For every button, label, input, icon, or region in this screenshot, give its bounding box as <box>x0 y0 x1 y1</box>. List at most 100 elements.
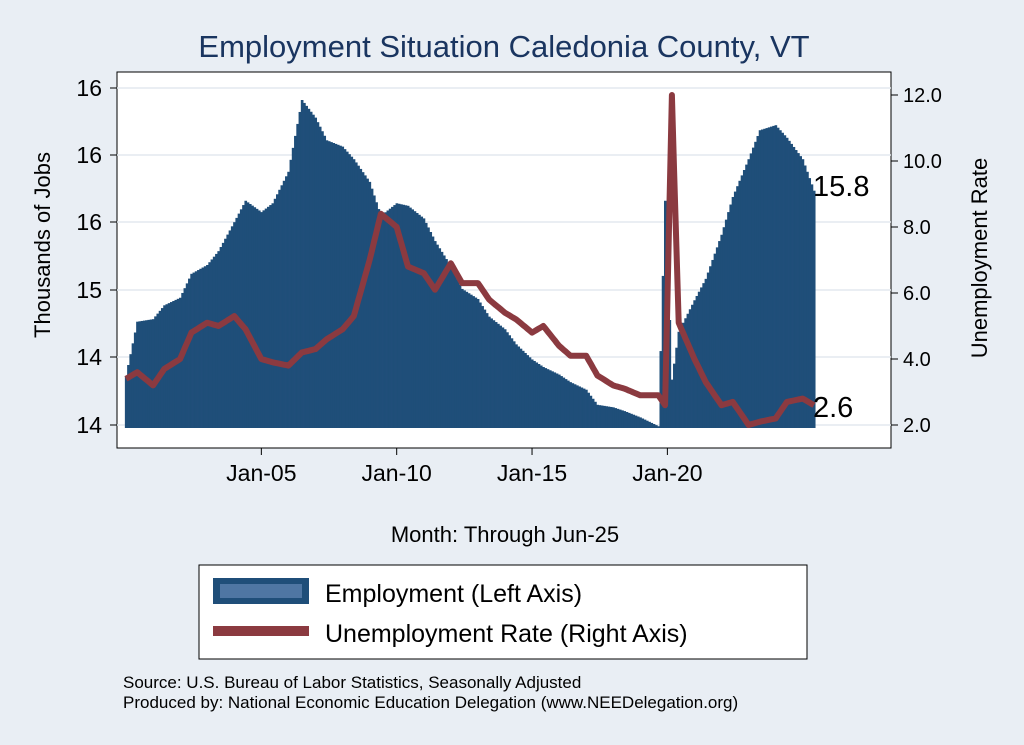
employment-bar <box>203 266 207 428</box>
employment-bar <box>524 352 527 428</box>
employment-bar <box>210 259 214 428</box>
legend-swatch-unemployment <box>213 626 309 636</box>
employment-bar <box>573 384 577 428</box>
employment-bar <box>607 406 611 428</box>
employment-bar <box>273 198 277 428</box>
employment-bar <box>797 153 800 429</box>
employment-bar <box>774 125 778 428</box>
right-tick-label: 4.0 <box>903 349 931 371</box>
employment-bar <box>393 205 396 428</box>
employment-bar <box>758 130 762 428</box>
employment-bar <box>627 412 631 428</box>
employment-bar <box>438 248 442 428</box>
employment-bar <box>562 377 566 428</box>
employment-bar <box>449 266 453 428</box>
employment-bar <box>756 136 760 429</box>
employment-bar <box>603 405 606 428</box>
employment-bar <box>724 219 728 428</box>
employment-bar <box>409 207 412 428</box>
x-tick-label: Jan-20 <box>632 460 702 486</box>
employment-bar <box>810 184 814 428</box>
employment-bar <box>368 181 372 428</box>
employment-bar <box>812 190 816 428</box>
employment-bar <box>799 156 802 428</box>
employment-bar <box>402 204 405 428</box>
employment-bar <box>537 364 541 428</box>
employment-bar <box>760 129 764 428</box>
x-tick-label: Jan-05 <box>226 460 296 486</box>
employment-bar <box>702 283 705 428</box>
employment-bar <box>264 208 268 428</box>
employment-bar <box>260 212 263 428</box>
employment-bar <box>803 165 807 428</box>
employment-bar <box>451 270 455 428</box>
employment-bar <box>156 313 160 428</box>
left-tick-label: 15 <box>76 277 102 303</box>
employment-bar <box>289 159 293 428</box>
chart-title: Employment Situation Caledonia County, V… <box>198 29 809 64</box>
employment-bar <box>188 278 191 428</box>
employment-bar <box>555 373 559 428</box>
employment-bar <box>569 382 572 428</box>
employment-bar <box>309 111 313 428</box>
x-tick-label: Jan-10 <box>362 460 432 486</box>
employment-bar <box>510 338 514 428</box>
employment-bar <box>614 408 618 428</box>
employment-bar <box>312 114 315 429</box>
employment-bar <box>397 203 401 428</box>
employment-bar <box>190 273 193 428</box>
employment-bar <box>720 234 724 428</box>
employment-bar <box>792 146 796 428</box>
employment-bar <box>585 389 588 428</box>
employment-bar <box>154 316 157 428</box>
employment-bar <box>447 262 451 428</box>
employment-bar <box>616 408 620 428</box>
employment-bar <box>415 212 419 428</box>
right-tick-label: 6.0 <box>903 283 931 305</box>
employment-bar <box>341 146 345 428</box>
employment-bar <box>727 212 730 428</box>
employment-bar <box>470 294 473 428</box>
y-right-label: Unemployment Rate <box>967 158 992 359</box>
employment-bar <box>788 140 791 428</box>
employment-bar <box>217 251 221 428</box>
employment-bar <box>377 209 381 428</box>
employment-bar <box>483 309 487 428</box>
employment-bar <box>501 327 505 428</box>
employment-bar <box>634 415 638 428</box>
employment-bar <box>736 186 739 428</box>
employment-bar <box>199 268 202 428</box>
employment-bar <box>348 154 351 428</box>
employment-bar <box>246 202 250 428</box>
employment-bar <box>738 180 742 428</box>
employment-bar <box>494 322 498 428</box>
employment-bar <box>783 135 787 428</box>
employment-bar <box>305 105 308 428</box>
employment-bar <box>594 401 597 428</box>
employment-bar <box>194 271 198 428</box>
employment-bar <box>539 365 543 428</box>
employment-bar <box>321 131 324 429</box>
employment-bar <box>740 175 744 428</box>
legend-label-employment: Employment (Left Axis) <box>325 580 582 608</box>
employment-bar <box>519 348 523 428</box>
employment-bar <box>406 205 410 428</box>
employment-bar <box>551 371 554 428</box>
employment-bar <box>465 291 469 428</box>
employment-bar <box>490 318 493 428</box>
employment-bar <box>244 200 248 428</box>
employment-bar <box>790 143 793 428</box>
employment-bar <box>794 150 798 429</box>
employment-bar <box>370 188 374 428</box>
employment-bar <box>675 347 678 428</box>
employment-bar <box>806 171 809 429</box>
employment-bar <box>632 414 636 428</box>
left-tick-label: 14 <box>76 344 102 370</box>
employment-bar <box>456 279 460 428</box>
employment-bar <box>463 290 466 428</box>
employment-bar <box>659 351 663 428</box>
employment-bar <box>436 244 439 428</box>
employment-bar <box>621 410 624 428</box>
employment-bar <box>673 363 676 428</box>
employment-bar <box>192 272 196 428</box>
